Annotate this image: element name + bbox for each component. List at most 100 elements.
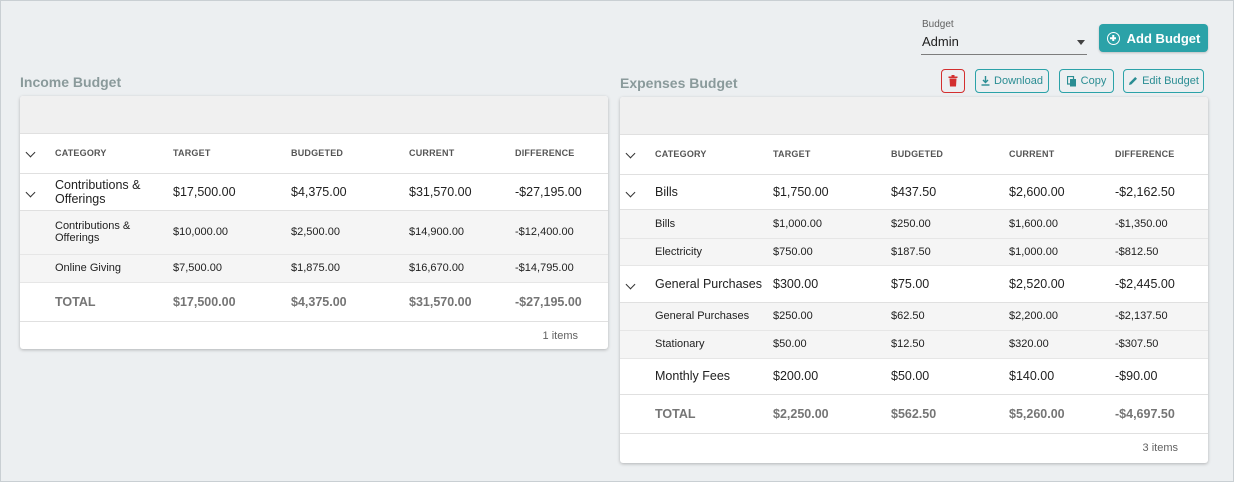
cell-difference: -$90.00 bbox=[1115, 358, 1208, 395]
chevron-down-icon bbox=[25, 147, 36, 158]
cell-current: $31,570.00 bbox=[409, 173, 515, 211]
chevron-down-icon bbox=[625, 148, 636, 159]
column-header-category[interactable]: CATEGORY bbox=[655, 149, 707, 160]
cell-current: $1,600.00 bbox=[1009, 209, 1115, 239]
cell-difference: -$2,137.50 bbox=[1115, 302, 1208, 331]
cell-difference: -$27,195.00 bbox=[515, 173, 608, 211]
column-header-target[interactable]: TARGET bbox=[173, 148, 211, 159]
cell-budgeted: $187.50 bbox=[891, 238, 1009, 266]
cell-budgeted: $75.00 bbox=[891, 265, 1009, 303]
cell-category: Contributions & Offerings bbox=[55, 173, 173, 211]
group-row[interactable]: General Purchases $300.00 $75.00 $2,520.… bbox=[620, 265, 1208, 303]
cell-budgeted: $562.50 bbox=[891, 394, 1009, 434]
cell-difference: -$2,162.50 bbox=[1115, 174, 1208, 210]
table-row[interactable]: Monthly Fees $200.00 $50.00 $140.00 -$90… bbox=[620, 358, 1208, 395]
cell-budgeted: $4,375.00 bbox=[291, 282, 409, 322]
group-toggle[interactable] bbox=[620, 174, 655, 210]
cell-current: $2,200.00 bbox=[1009, 302, 1115, 331]
table-row[interactable]: Bills $1,000.00 $250.00 $1,600.00 -$1,35… bbox=[620, 209, 1208, 239]
cell-budgeted: $4,375.00 bbox=[291, 173, 409, 211]
pencil-icon bbox=[1129, 77, 1138, 85]
edit-budget-label: Edit Budget bbox=[1142, 75, 1199, 87]
cell-current: $2,600.00 bbox=[1009, 174, 1115, 210]
table-row[interactable]: Stationary $50.00 $12.50 $320.00 -$307.5… bbox=[620, 330, 1208, 359]
budget-select[interactable]: Budget Admin bbox=[921, 18, 1087, 55]
cell-current: $16,670.00 bbox=[409, 254, 515, 283]
column-header-current[interactable]: CURRENT bbox=[409, 148, 455, 159]
budget-select-value: Admin bbox=[922, 34, 959, 49]
copy-icon bbox=[1066, 75, 1076, 86]
cell-difference: -$12,400.00 bbox=[515, 210, 608, 255]
cell-current: $140.00 bbox=[1009, 358, 1115, 395]
cell-budgeted: $12.50 bbox=[891, 330, 1009, 359]
chevron-down-icon bbox=[625, 187, 636, 197]
add-budget-button[interactable]: Add Budget bbox=[1099, 24, 1208, 52]
total-row: TOTAL $17,500.00 $4,375.00 $31,570.00 -$… bbox=[20, 282, 608, 322]
cell-difference: -$812.50 bbox=[1115, 238, 1208, 266]
expenses-header-row: CATEGORY TARGET BUDGETED CURRENT DIFFERE… bbox=[620, 135, 1208, 174]
column-header-current[interactable]: CURRENT bbox=[1009, 149, 1055, 160]
expenses-item-count: 3 items bbox=[1142, 441, 1178, 454]
cell-target: $17,500.00 bbox=[173, 282, 291, 322]
column-header-difference[interactable]: DIFFERENCE bbox=[515, 148, 575, 159]
cell-category: Contributions & Offerings bbox=[55, 210, 173, 255]
cell-difference: -$307.50 bbox=[1115, 330, 1208, 359]
income-item-count: 1 items bbox=[542, 329, 578, 342]
cell-budgeted: $50.00 bbox=[891, 358, 1009, 395]
cell-category: General Purchases bbox=[655, 302, 773, 331]
cell-current: $320.00 bbox=[1009, 330, 1115, 359]
income-header-row: CATEGORY TARGET BUDGETED CURRENT DIFFERE… bbox=[20, 134, 608, 173]
column-header-budgeted[interactable]: BUDGETED bbox=[891, 149, 944, 160]
cell-budgeted: $62.50 bbox=[891, 302, 1009, 331]
income-toolbar bbox=[20, 96, 608, 134]
copy-label: Copy bbox=[1080, 75, 1107, 87]
group-row[interactable]: Bills $1,750.00 $437.50 $2,600.00 -$2,16… bbox=[620, 174, 1208, 210]
group-row[interactable]: Contributions & Offerings $17,500.00 $4,… bbox=[20, 173, 608, 211]
cell-budgeted: $1,875.00 bbox=[291, 254, 409, 283]
cell-difference: -$1,350.00 bbox=[1115, 209, 1208, 239]
table-row[interactable]: General Purchases $250.00 $62.50 $2,200.… bbox=[620, 302, 1208, 331]
cell-total-label: TOTAL bbox=[655, 394, 773, 434]
cell-category: Bills bbox=[655, 209, 773, 239]
cell-category: General Purchases bbox=[655, 265, 773, 303]
column-header-budgeted[interactable]: BUDGETED bbox=[291, 148, 344, 159]
edit-budget-button[interactable]: Edit Budget bbox=[1123, 69, 1204, 93]
table-row[interactable]: Contributions & Offerings $10,000.00 $2,… bbox=[20, 210, 608, 255]
cell-current: $14,900.00 bbox=[409, 210, 515, 255]
income-budget-card: CATEGORY TARGET BUDGETED CURRENT DIFFERE… bbox=[20, 96, 608, 349]
group-toggle[interactable] bbox=[620, 265, 655, 303]
cell-target: $250.00 bbox=[773, 302, 891, 331]
cell-category: Online Giving bbox=[55, 254, 173, 283]
expenses-budget-title: Expenses Budget bbox=[620, 75, 738, 91]
cell-target: $17,500.00 bbox=[173, 173, 291, 211]
total-row: TOTAL $2,250.00 $562.50 $5,260.00 -$4,69… bbox=[620, 394, 1208, 434]
cell-category: Bills bbox=[655, 174, 773, 210]
cell-target: $200.00 bbox=[773, 358, 891, 395]
delete-button[interactable] bbox=[941, 69, 965, 93]
column-header-difference[interactable]: DIFFERENCE bbox=[1115, 149, 1175, 160]
column-header-target[interactable]: TARGET bbox=[773, 149, 811, 160]
expenses-budget-card: CATEGORY TARGET BUDGETED CURRENT DIFFERE… bbox=[620, 97, 1208, 463]
cell-target: $10,000.00 bbox=[173, 210, 291, 255]
cell-budgeted: $2,500.00 bbox=[291, 210, 409, 255]
income-budget-title: Income Budget bbox=[20, 74, 122, 90]
expenses-toolbar bbox=[620, 97, 1208, 135]
expenses-table: CATEGORY TARGET BUDGETED CURRENT DIFFERE… bbox=[620, 135, 1208, 434]
download-button[interactable]: Download bbox=[975, 69, 1049, 93]
table-row[interactable]: Electricity $750.00 $187.50 $1,000.00 -$… bbox=[620, 238, 1208, 266]
column-header-category[interactable]: CATEGORY bbox=[55, 148, 107, 159]
download-icon bbox=[981, 76, 990, 86]
cell-difference: -$4,697.50 bbox=[1115, 394, 1208, 434]
add-budget-label: Add Budget bbox=[1126, 30, 1201, 46]
group-toggle[interactable] bbox=[20, 173, 55, 211]
cell-difference: -$27,195.00 bbox=[515, 282, 608, 322]
table-row[interactable]: Online Giving $7,500.00 $1,875.00 $16,67… bbox=[20, 254, 608, 283]
collapse-all-toggle[interactable] bbox=[620, 135, 655, 174]
copy-button[interactable]: Copy bbox=[1059, 69, 1114, 93]
cell-current: $1,000.00 bbox=[1009, 238, 1115, 266]
trash-icon bbox=[948, 75, 958, 87]
download-label: Download bbox=[994, 75, 1043, 87]
collapse-all-toggle[interactable] bbox=[20, 134, 55, 173]
cell-category: Stationary bbox=[655, 330, 773, 359]
dropdown-arrow-icon bbox=[1077, 40, 1085, 45]
